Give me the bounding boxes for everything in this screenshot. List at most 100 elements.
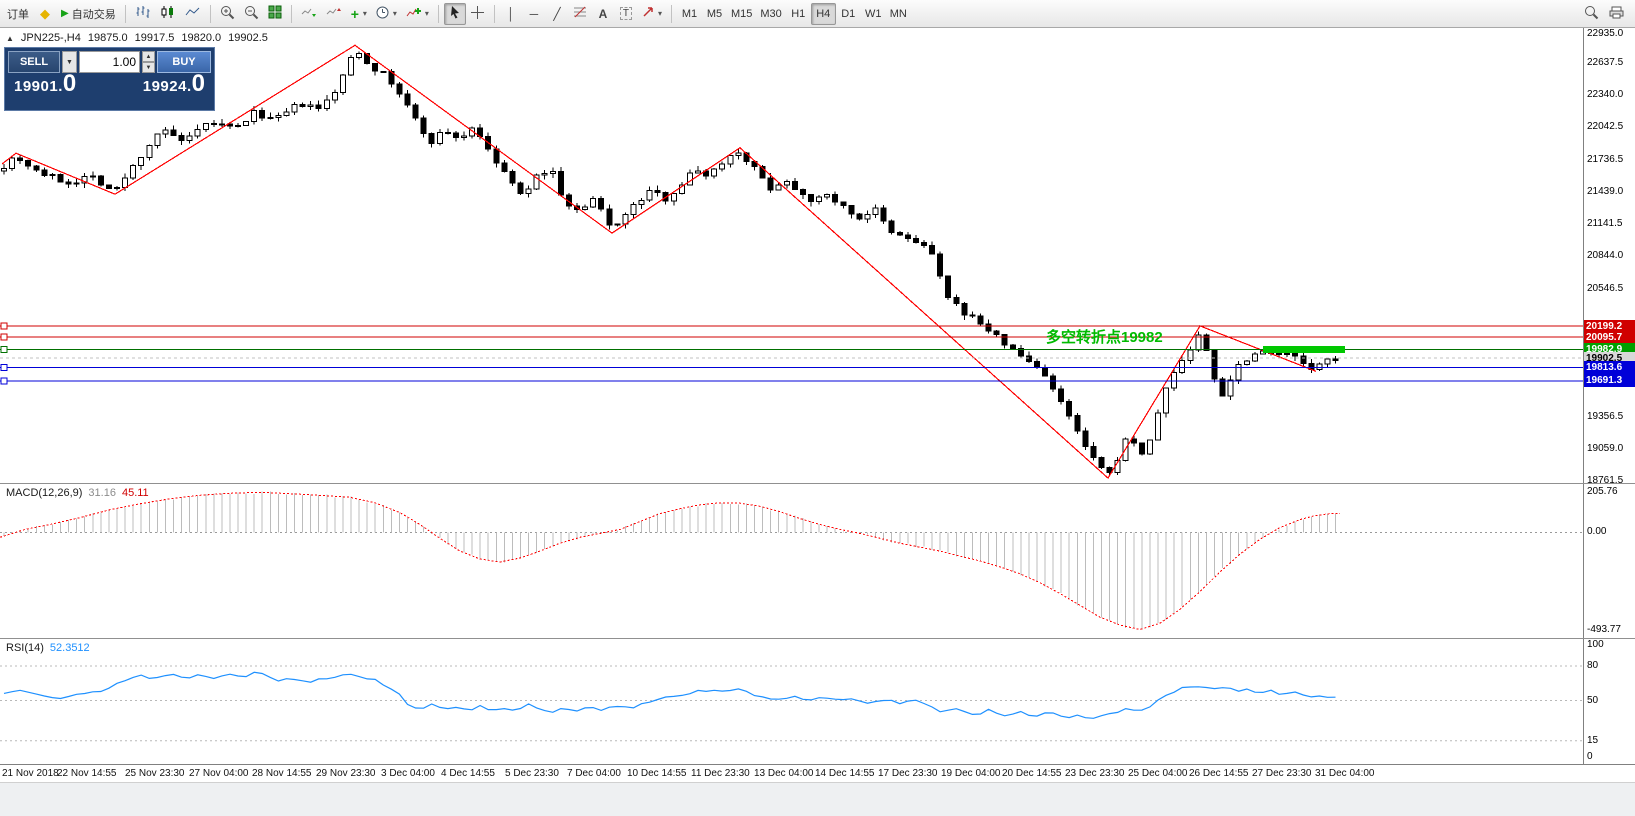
price-tick: 19356.5 [1587,410,1624,422]
price-tick: 22637.5 [1587,56,1624,68]
price-pane[interactable]: ▲ JPN225-,H4 19875.0 19917.5 19820.0 199… [0,28,1583,483]
time-label: 21 Nov 2018 [2,768,59,779]
new-order-label: 订单 [7,8,29,21]
time-axis[interactable]: 21 Nov 2018 22 Nov 14:55 25 Nov 23:30 27 No… [0,764,1635,782]
bottom-strip [0,782,1635,816]
diamond-icon: ◆ [40,5,50,21]
period-menu-button[interactable]: ▾ [372,3,401,25]
label-tool-icon: T [619,7,632,20]
volume-input[interactable] [79,51,140,73]
time-label: 7 Dec 04:00 [567,768,621,779]
price-badge: 20095.7 [1584,330,1635,344]
timeframe-mn[interactable]: MN [886,3,911,25]
horizontal-line-tool-button[interactable]: ─ [523,3,545,25]
time-label: 28 Nov 14:55 [252,768,312,779]
rsi-scale[interactable]: 100 80 50 15 0 [1583,639,1635,764]
time-label: 19 Dec 04:00 [941,768,1001,779]
toolbar-separator [493,4,495,23]
rsi-value: 52.3512 [49,642,90,654]
zoom-in-button[interactable] [216,3,239,25]
metaquotes-icon[interactable]: ◆ [34,3,56,25]
autotrade-button[interactable]: ▶ 自动交易 [57,3,120,25]
time-label: 4 Dec 14:55 [441,768,495,779]
timeframe-d1[interactable]: D1 [836,3,861,25]
cursor-tool-button[interactable] [443,2,466,25]
crosshair-icon [471,5,485,22]
rsi-tick: 0 [1587,751,1593,762]
new-order-button[interactable]: 订单 [3,3,33,25]
macd-tick: 205.76 [1587,485,1618,497]
zoom-out-icon [244,5,259,23]
rsi-name: RSI(14) [6,642,44,654]
volume-stepper: ▲ ▼ [142,51,155,73]
chart-text-annotation[interactable]: 多空转折点19982 [1046,329,1163,346]
collapse-icon[interactable]: ▲ [6,33,14,43]
line-chart-mode-button[interactable] [181,3,205,25]
price-tick: 21736.5 [1587,154,1624,166]
line-chart-icon [185,6,201,21]
buy-button[interactable]: BUY [157,51,211,73]
candlestick-mode-button[interactable] [156,3,180,25]
timeframe-h1[interactable]: H1 [786,3,811,25]
auto-scroll-button[interactable] [297,3,321,25]
timeframe-m30[interactable]: M30 [756,3,785,25]
arrows-menu-button[interactable]: ▾ [638,3,666,25]
horizontal-line-icon: ─ [529,6,539,21]
macd-main-value: 31.16 [88,487,116,499]
price-chart-canvas[interactable] [0,28,1583,483]
volume-preset-dropdown[interactable]: ▼ [62,51,77,73]
label-tool-button[interactable]: T [615,3,637,25]
price-tick: 22340.0 [1587,88,1624,100]
rsi-pane[interactable]: RSI(14) 52.3512 [0,639,1583,764]
timeframe-w1[interactable]: W1 [861,3,886,25]
text-tool-button[interactable]: A [592,3,614,25]
volume-up-button[interactable]: ▲ [142,51,155,62]
new-chart-icon: + [350,5,359,22]
rsi-label: RSI(14) 52.3512 [6,642,90,654]
trendline-icon: ╱ [553,6,561,21]
search-button[interactable] [1580,3,1603,25]
macd-scale[interactable]: 205.76 0.00 -493.77 [1583,484,1635,638]
crosshair-tool-button[interactable] [467,3,489,25]
price-scale[interactable]: 22935.0 22637.5 22340.0 22042.5 21736.5 21439… [1583,28,1635,483]
printer-icon [1609,6,1624,22]
macd-tick: 0.00 [1587,526,1607,538]
macd-pane[interactable]: MACD(12,26,9) 31.16 45.11 [0,484,1583,638]
price-tick: 18761.5 [1587,475,1624,483]
sell-button[interactable]: SELL [8,51,60,73]
timeframe-h4[interactable]: H4 [810,2,836,25]
new-chart-button[interactable]: + ▾ [347,3,371,25]
price-tick: 21141.5 [1587,218,1623,230]
rsi-tick: 80 [1587,660,1599,671]
ohlc-high: 19917.5 [134,32,175,44]
price-badge: 19691.3 [1584,374,1635,388]
macd-label: MACD(12,26,9) 31.16 45.11 [6,487,149,499]
fibonacci-tool-button[interactable] [569,3,591,25]
timeframe-m5[interactable]: M5 [702,3,727,25]
bar-chart-mode-button[interactable] [131,3,155,25]
time-label: 27 Nov 04:00 [189,768,249,779]
symbol-info-bar: ▲ JPN225-,H4 19875.0 19917.5 19820.0 199… [6,32,268,44]
timeframe-m15[interactable]: M15 [727,3,756,25]
time-label: 27 Dec 23:30 [1252,768,1312,779]
trendline-tool-button[interactable]: ╱ [546,3,568,25]
rsi-tick: 100 [1587,639,1604,650]
print-button[interactable] [1605,3,1628,25]
vertical-line-tool-button[interactable]: │ [500,3,522,25]
timeframe-group: M1 M5 M15 M30 H1 H4 D1 W1 MN [677,2,911,25]
time-label: 22 Nov 14:55 [57,768,117,779]
zoom-out-button[interactable] [240,3,263,25]
indicators-icon [406,6,421,21]
macd-signal-value: 45.11 [121,487,149,499]
indicators-menu-button[interactable]: ▾ [402,3,433,25]
tile-windows-button[interactable] [264,3,286,25]
time-label: 26 Dec 14:55 [1189,768,1249,779]
volume-down-button[interactable]: ▼ [142,62,155,73]
chart-shift-button[interactable] [322,3,346,25]
time-label: 14 Dec 14:55 [815,768,875,779]
text-tool-icon: A [598,6,608,21]
price-tick: 20844.0 [1587,250,1624,262]
timeframe-m1[interactable]: M1 [677,3,702,25]
time-label: 25 Nov 23:30 [125,768,185,779]
chevron-down-icon: ▾ [392,9,397,18]
